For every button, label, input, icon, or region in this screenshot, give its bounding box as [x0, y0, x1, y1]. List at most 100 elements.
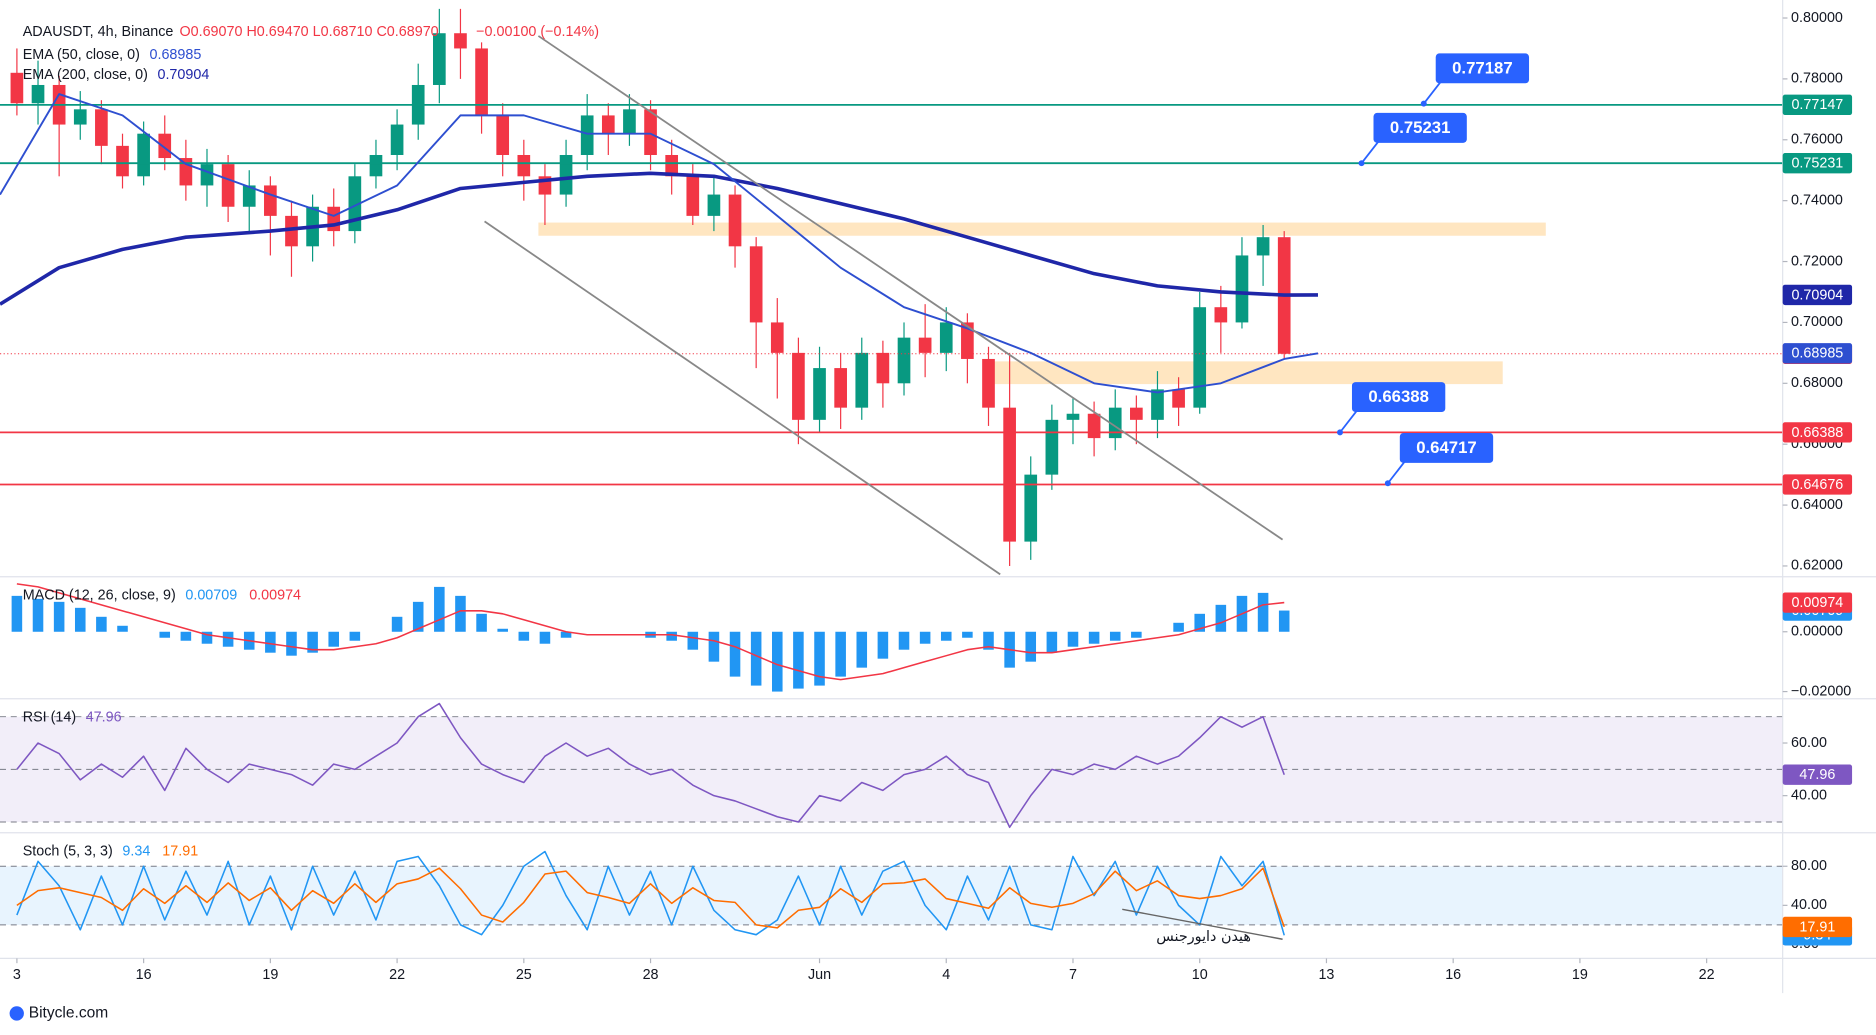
candle-body	[285, 215, 298, 247]
candle-body	[1066, 413, 1080, 420]
candle-body	[876, 352, 890, 384]
series-line	[16, 702, 1285, 829]
histogram-bar	[1173, 622, 1184, 632]
histogram-bar	[497, 628, 508, 632]
legend-value: 17.91	[162, 844, 198, 860]
x-tick-label: 7	[1069, 967, 1077, 983]
histogram-bar	[518, 631, 530, 641]
band	[0, 866, 1783, 925]
histogram-bar	[1215, 604, 1227, 632]
callout-box	[1373, 112, 1467, 143]
histogram-bar	[856, 631, 868, 668]
price-tag	[1782, 284, 1853, 306]
histogram-bar	[96, 616, 107, 632]
candle-body	[242, 185, 256, 207]
series-line	[0, 93, 1319, 394]
candle-body	[369, 154, 383, 177]
candle-body	[1024, 474, 1038, 542]
candle-body	[939, 322, 953, 353]
price-tag	[1782, 343, 1853, 364]
candle-body	[601, 115, 615, 134]
callout-pointer	[1339, 410, 1358, 433]
price-tag-label: 47.96	[1799, 767, 1835, 783]
price-tag-label: 0.00974	[1791, 595, 1843, 611]
price-tag-label: 0.75231	[1791, 156, 1843, 172]
callout-pointer	[1360, 141, 1379, 164]
candle-body	[855, 352, 869, 408]
histogram-bar	[793, 631, 804, 689]
histogram-bar	[349, 631, 361, 641]
callout-point	[1384, 480, 1391, 487]
candle-body	[137, 133, 150, 177]
candle-body	[918, 337, 932, 353]
annotation: هیدن دایورجنس	[1156, 929, 1251, 945]
price-tag	[1782, 764, 1853, 785]
symbol: ADAUSDT, 4h, Binance	[23, 24, 174, 40]
histogram-bar	[1046, 631, 1058, 653]
callout-label: 0.75231	[1390, 118, 1451, 137]
histogram-bar	[962, 631, 973, 638]
y-tick-label: 0.80000	[1791, 10, 1843, 26]
histogram-bar	[53, 601, 65, 632]
y-tick-label: 0.68000	[1791, 375, 1843, 391]
candle-body	[179, 158, 193, 186]
candle-body	[686, 176, 700, 216]
legend-name: EMA (50, close, 0)	[23, 47, 140, 63]
candle-body	[1214, 307, 1228, 323]
candle-body	[475, 48, 488, 116]
callout-label: 0.66388	[1368, 387, 1429, 406]
candle-body	[813, 368, 826, 420]
price-tag-label: 17.91	[1799, 919, 1835, 935]
legend-value: 0.00709	[185, 588, 237, 604]
x-tick-label: Jun	[808, 967, 831, 983]
histogram-bar	[666, 631, 677, 641]
macd-pane	[11, 583, 1290, 692]
candle-body	[707, 194, 721, 216]
histogram-bar	[814, 631, 825, 686]
histogram-bar	[772, 631, 783, 692]
candle-body	[961, 322, 974, 359]
price-tag	[1782, 474, 1853, 495]
y-tick-label: 40.00	[1791, 897, 1827, 913]
legend-value: 9.34	[122, 844, 150, 860]
histogram-bar	[391, 616, 403, 632]
candle-body	[10, 72, 24, 104]
y-tick-label: 0.76000	[1791, 132, 1843, 148]
change: −0.00100 (−0.14%)	[476, 24, 599, 40]
y-tick-label: 80.00	[1791, 858, 1827, 874]
price-tag-label: 0.64676	[1791, 477, 1843, 493]
y-tick-label: 0.74000	[1791, 192, 1843, 208]
candle-body	[1256, 237, 1270, 256]
candle-body	[1151, 389, 1164, 420]
price-tag-label: 0.77147	[1791, 97, 1843, 113]
callout-point	[1337, 429, 1343, 436]
candle-body	[496, 115, 510, 155]
histogram-bar	[222, 631, 234, 647]
candle-body	[517, 154, 531, 177]
histogram-bar	[1194, 613, 1205, 632]
x-tick-label: 19	[1572, 967, 1588, 983]
histogram-bar	[159, 631, 171, 638]
candle-body	[116, 145, 129, 177]
candle-body	[1235, 255, 1249, 323]
histogram-bar	[412, 601, 424, 632]
histogram-bar	[307, 631, 318, 653]
callout-point	[1358, 160, 1365, 167]
histogram-bar	[1088, 631, 1100, 644]
legend-value: 0.70904	[157, 67, 209, 83]
histogram-bar	[328, 631, 340, 647]
candle-body	[1130, 407, 1143, 420]
callout-pointer	[1387, 461, 1406, 484]
histogram-bar	[286, 631, 297, 656]
series-line	[16, 867, 1285, 929]
legend-value: 0.68985	[149, 47, 201, 63]
histogram-bar	[32, 598, 44, 632]
candle-body	[73, 109, 87, 125]
y-tick-label: 0.70000	[1791, 314, 1843, 330]
x-tick-label: 19	[262, 967, 278, 983]
candle-body	[728, 194, 742, 247]
candle-body	[665, 154, 679, 177]
candle-body	[982, 358, 995, 408]
